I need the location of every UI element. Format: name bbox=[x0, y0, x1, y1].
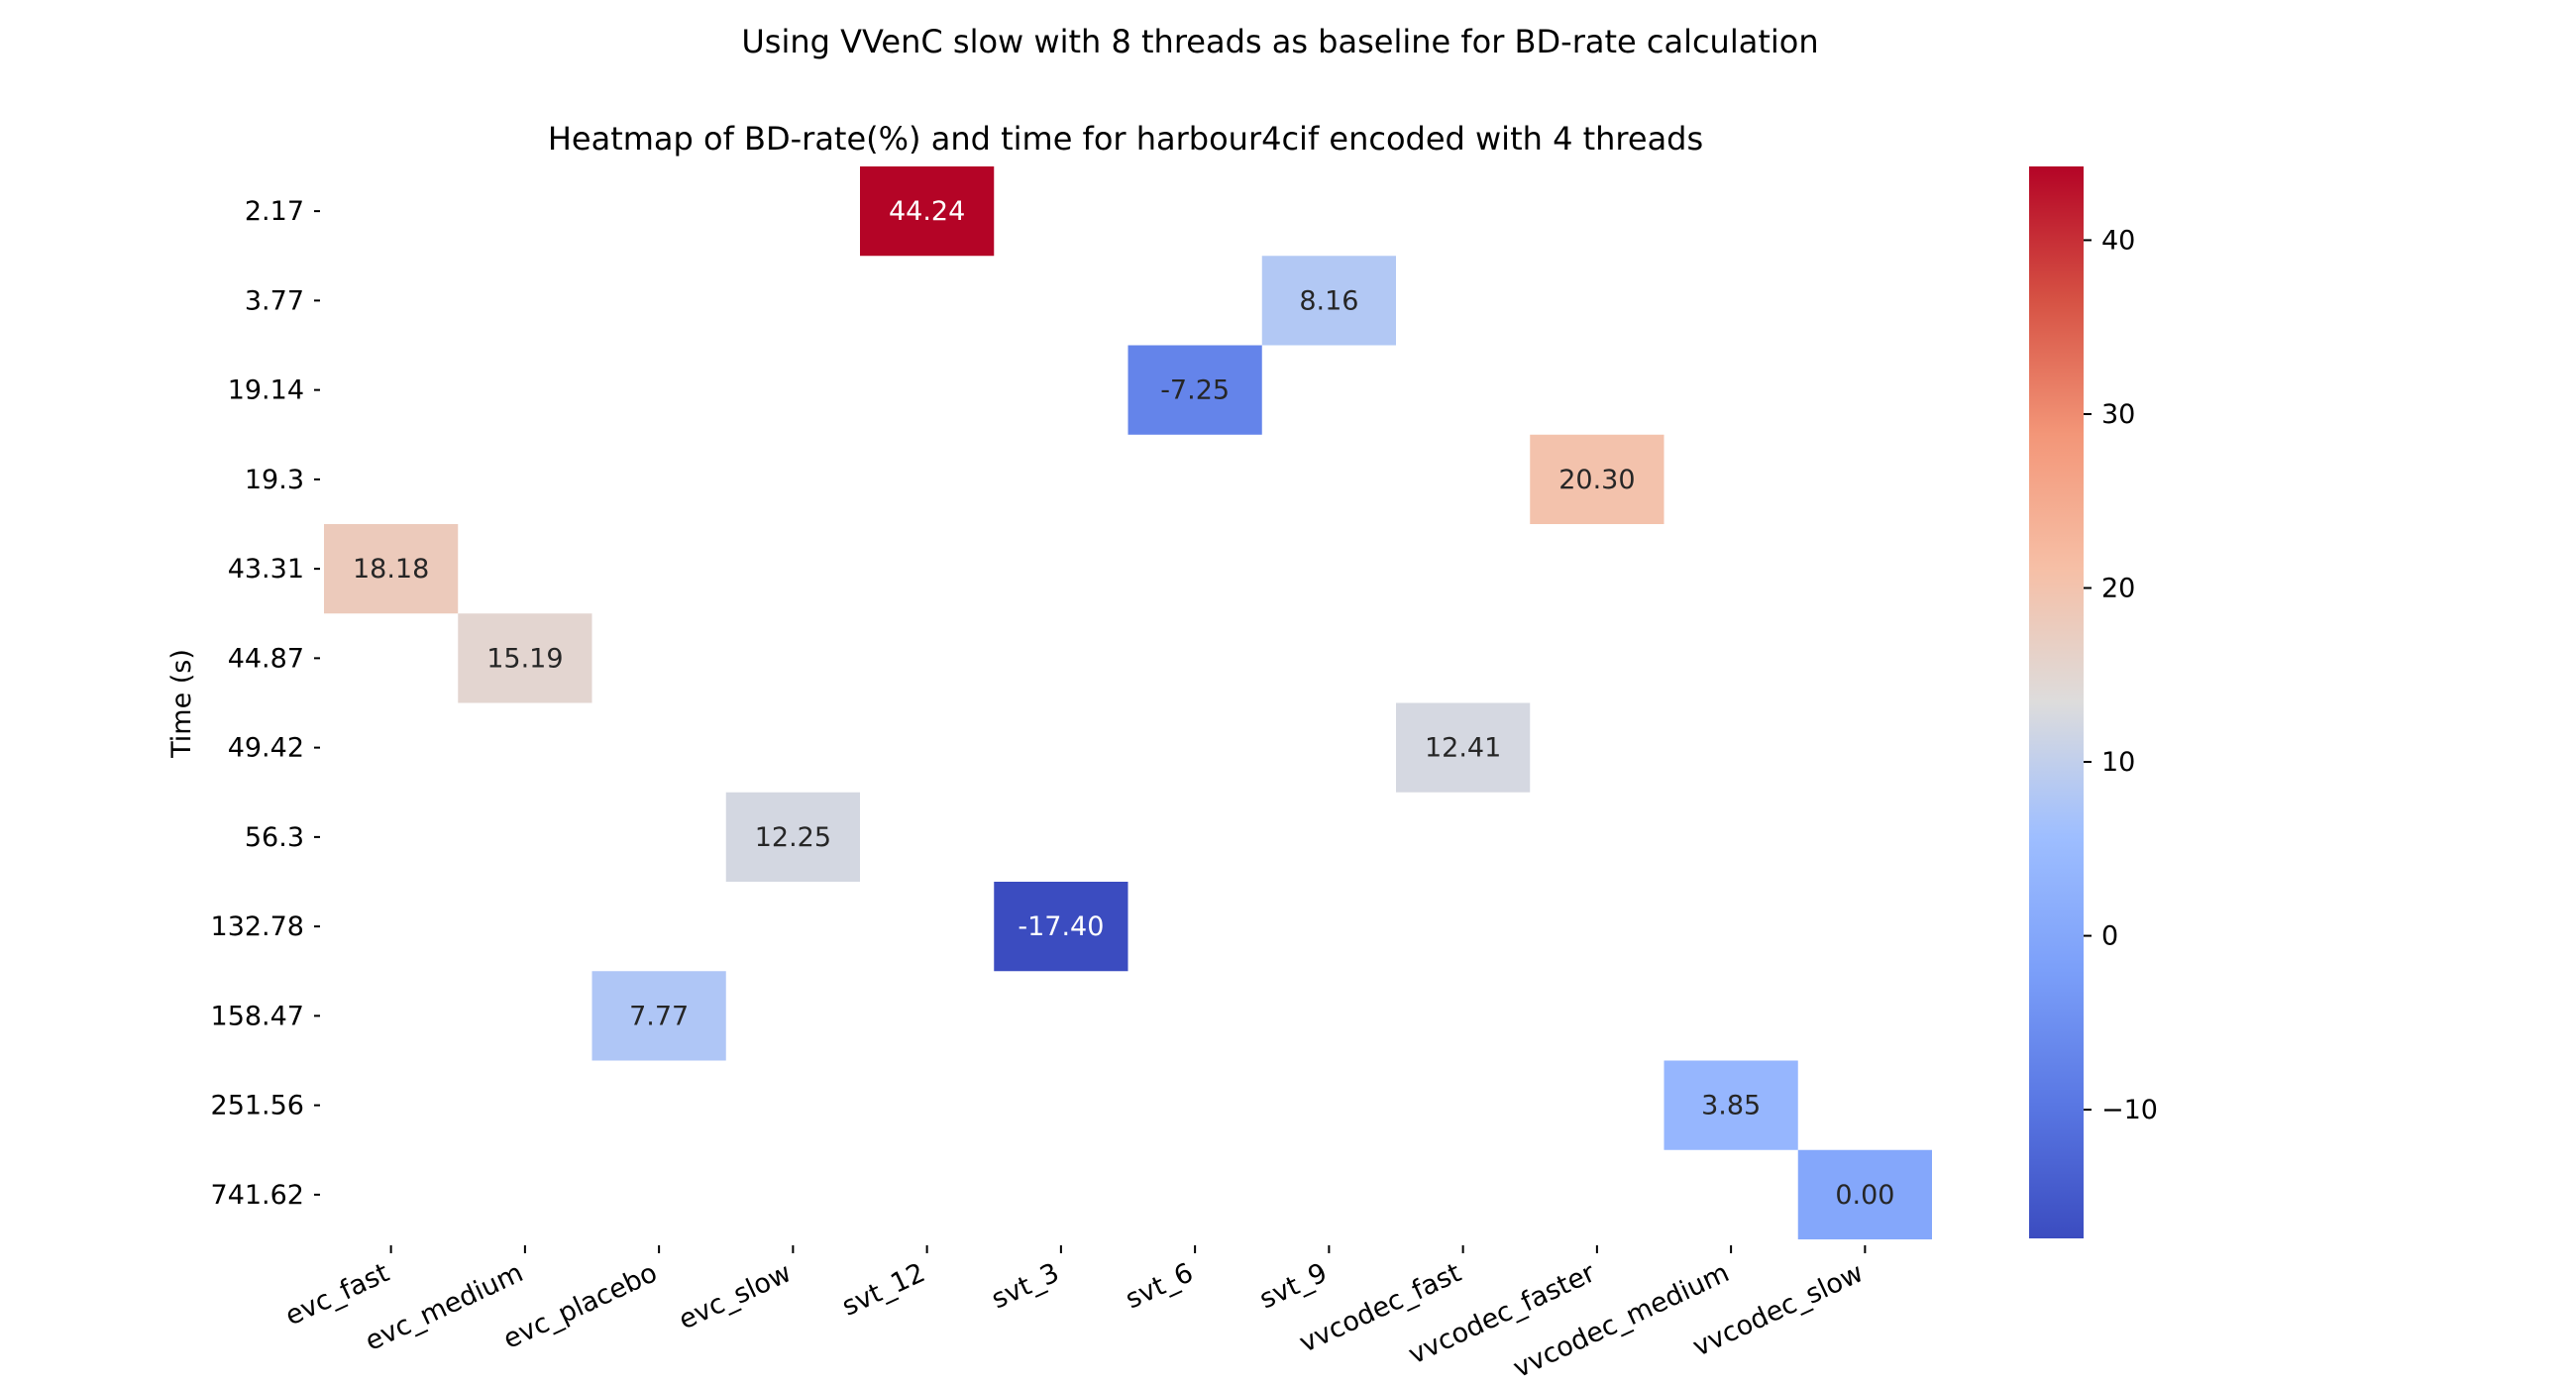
colorbar-tick-label: 40 bbox=[2101, 225, 2135, 256]
chart-suptitle: Using VVenC slow with 8 threads as basel… bbox=[741, 23, 1818, 60]
heatmap-cell bbox=[458, 613, 592, 703]
y-axis-label: Time (s) bbox=[166, 649, 197, 759]
cell-value-label: 7.77 bbox=[629, 1001, 689, 1031]
cell-value-label: 44.24 bbox=[889, 196, 965, 227]
heatmap-cell bbox=[1664, 1060, 1798, 1150]
cell-value-label: 0.00 bbox=[1835, 1180, 1894, 1211]
x-tick-label: evc_placebo bbox=[498, 1257, 662, 1355]
cell-value-label: 12.41 bbox=[1425, 733, 1501, 764]
colorbar-tick-label: −10 bbox=[2101, 1095, 2158, 1125]
cell-value-label: 20.30 bbox=[1558, 465, 1635, 495]
y-tick-label: 56.3 bbox=[245, 822, 304, 853]
y-tick-label: 2.17 bbox=[245, 196, 304, 227]
x-tick-label: evc_slow bbox=[674, 1257, 796, 1335]
heatmap-cell bbox=[860, 166, 995, 257]
x-tick-label: svt_3 bbox=[987, 1257, 1064, 1315]
cell-value-label: 18.18 bbox=[353, 554, 429, 585]
y-tick-label: 741.62 bbox=[211, 1180, 304, 1211]
colorbar-tick-label: 10 bbox=[2101, 747, 2135, 778]
x-tick-label: svt_9 bbox=[1255, 1257, 1333, 1315]
y-tick-label: 158.47 bbox=[211, 1001, 304, 1031]
y-tick-label: 251.56 bbox=[211, 1091, 304, 1121]
y-tick-label: 132.78 bbox=[211, 911, 304, 942]
cell-value-label: 3.85 bbox=[1701, 1091, 1761, 1121]
heatmap-cell bbox=[1797, 1149, 1932, 1239]
cell-value-label: 12.25 bbox=[755, 822, 831, 853]
y-tick-label: 43.31 bbox=[228, 554, 304, 585]
colorbar-gradient bbox=[2029, 166, 2084, 1238]
heatmap-cell bbox=[1396, 702, 1531, 793]
cell-value-label: 8.16 bbox=[1299, 285, 1358, 316]
colorbar-tick-label: 20 bbox=[2101, 573, 2135, 603]
heatmap-cell bbox=[1530, 434, 1664, 524]
colorbar-tick-label: 30 bbox=[2101, 399, 2135, 430]
chart-title: Heatmap of BD-rate(%) and time for harbo… bbox=[548, 120, 1703, 158]
colorbar: −10 0 10 20 30 40 bbox=[2029, 166, 2158, 1238]
x-tick-label: svt_6 bbox=[1121, 1257, 1198, 1315]
x-tick-label: vvcodec_medium bbox=[1509, 1257, 1734, 1384]
cell-value-label: -7.25 bbox=[1160, 375, 1230, 406]
y-tick-label: 3.77 bbox=[245, 285, 304, 316]
x-tick-label: svt_12 bbox=[837, 1257, 929, 1322]
heatmap-cell bbox=[994, 882, 1128, 972]
heatmap-cell bbox=[1127, 345, 1262, 435]
heatmap-cell bbox=[324, 524, 459, 614]
y-tick-label: 19.14 bbox=[228, 375, 304, 406]
cell-value-label: 15.19 bbox=[486, 643, 563, 674]
y-tick-label: 49.42 bbox=[228, 733, 304, 764]
colorbar-tick-label: 0 bbox=[2101, 921, 2118, 952]
heatmap-cell bbox=[725, 792, 860, 882]
cell-value-label: -17.40 bbox=[1018, 911, 1104, 942]
y-tick-labels: 2.17 3.77 19.14 19.3 43.31 44.87 49.42 56.3 132.… bbox=[211, 196, 320, 1211]
y-tick-label: 44.87 bbox=[228, 643, 304, 674]
heatmap-cells: 44.24 8.16 -7.25 20.30 18.18 15.19 12.41 12.25 -… bbox=[324, 166, 1932, 1239]
heatmap-cell bbox=[1261, 256, 1396, 346]
y-tick-label: 19.3 bbox=[245, 465, 304, 495]
heatmap-cell bbox=[591, 971, 726, 1061]
